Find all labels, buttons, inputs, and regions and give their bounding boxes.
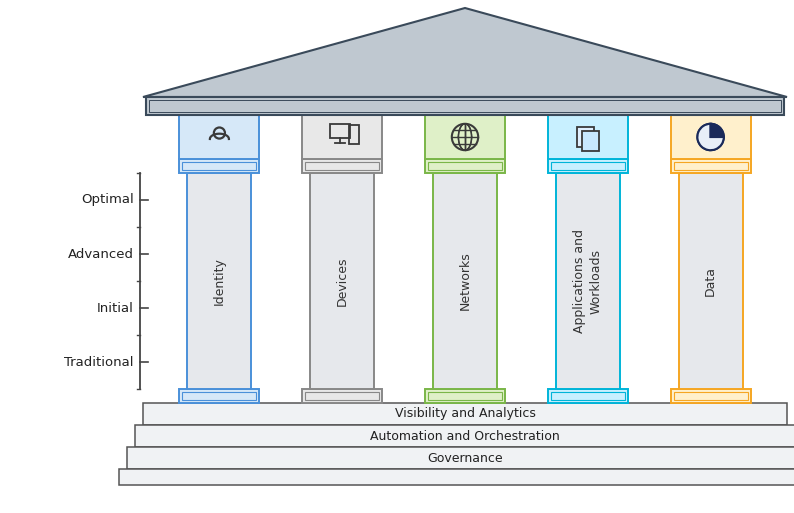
Text: Applications and
Workloads: Applications and Workloads: [573, 229, 603, 333]
FancyBboxPatch shape: [119, 469, 794, 485]
Text: Visibility and Analytics: Visibility and Analytics: [395, 407, 535, 421]
FancyBboxPatch shape: [183, 392, 256, 400]
Text: Data: Data: [704, 266, 717, 296]
FancyBboxPatch shape: [679, 173, 742, 389]
FancyBboxPatch shape: [149, 100, 781, 112]
FancyBboxPatch shape: [143, 403, 787, 425]
Circle shape: [697, 124, 724, 150]
FancyBboxPatch shape: [179, 159, 260, 173]
FancyBboxPatch shape: [576, 127, 594, 147]
FancyBboxPatch shape: [305, 392, 379, 400]
FancyBboxPatch shape: [551, 392, 625, 400]
FancyBboxPatch shape: [673, 162, 747, 170]
FancyBboxPatch shape: [548, 115, 628, 159]
FancyBboxPatch shape: [187, 173, 252, 389]
FancyBboxPatch shape: [127, 447, 794, 469]
FancyBboxPatch shape: [303, 389, 382, 403]
Text: Automation and Orchestration: Automation and Orchestration: [370, 429, 560, 443]
Text: Advanced: Advanced: [68, 247, 134, 261]
Text: Traditional: Traditional: [64, 356, 134, 368]
Text: Initial: Initial: [97, 302, 134, 314]
FancyBboxPatch shape: [135, 425, 794, 447]
FancyBboxPatch shape: [671, 159, 750, 173]
FancyBboxPatch shape: [305, 162, 379, 170]
Text: Identity: Identity: [213, 257, 226, 305]
FancyBboxPatch shape: [425, 389, 505, 403]
Polygon shape: [143, 8, 787, 97]
FancyBboxPatch shape: [425, 115, 505, 159]
FancyBboxPatch shape: [548, 159, 628, 173]
FancyBboxPatch shape: [582, 131, 599, 151]
FancyBboxPatch shape: [303, 115, 382, 159]
FancyBboxPatch shape: [425, 159, 505, 173]
FancyBboxPatch shape: [428, 162, 502, 170]
FancyBboxPatch shape: [551, 162, 625, 170]
FancyBboxPatch shape: [433, 173, 497, 389]
FancyBboxPatch shape: [310, 173, 374, 389]
FancyBboxPatch shape: [673, 392, 747, 400]
Wedge shape: [697, 124, 724, 150]
FancyBboxPatch shape: [671, 115, 750, 159]
Text: Networks: Networks: [458, 251, 472, 310]
FancyBboxPatch shape: [428, 392, 502, 400]
Text: Devices: Devices: [336, 256, 349, 306]
FancyBboxPatch shape: [303, 159, 382, 173]
FancyBboxPatch shape: [183, 162, 256, 170]
FancyBboxPatch shape: [548, 389, 628, 403]
Wedge shape: [711, 124, 724, 137]
FancyBboxPatch shape: [671, 389, 750, 403]
Text: Optimal: Optimal: [81, 193, 134, 207]
FancyBboxPatch shape: [179, 389, 260, 403]
FancyBboxPatch shape: [179, 115, 260, 159]
FancyBboxPatch shape: [556, 173, 620, 389]
FancyBboxPatch shape: [146, 97, 784, 115]
Text: Governance: Governance: [427, 451, 503, 464]
